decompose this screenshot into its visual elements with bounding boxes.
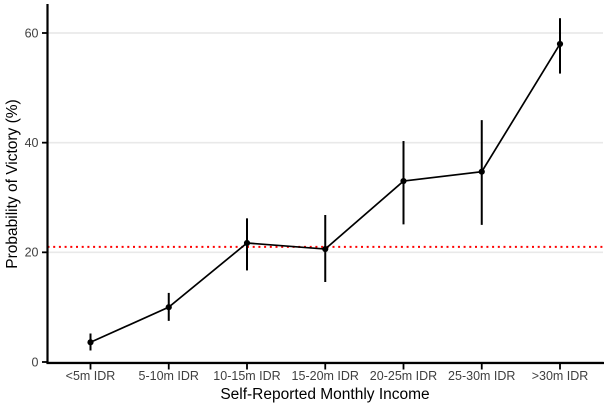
data-point — [556, 40, 564, 48]
y-axis-title: Probability of Victory (%) — [4, 99, 21, 268]
y-tick-label: 60 — [25, 26, 39, 40]
x-tick-label: >30m IDR — [532, 369, 589, 383]
x-axis-title: Self-Reported Monthly Income — [220, 386, 429, 403]
plot-area: 0 20 40 60 <5m IDR 5-10m IDR 10-15m IDR 15-20m … — [25, 4, 604, 383]
x-tick-label: <5m IDR — [66, 369, 116, 383]
data-point — [400, 177, 407, 185]
x-tick-label: 5-10m IDR — [139, 369, 199, 383]
x-tick-label: 10-15m IDR — [213, 369, 280, 383]
x-tick-label: 15-20m IDR — [292, 369, 359, 383]
data-point — [165, 304, 172, 311]
data-point — [243, 239, 251, 247]
y-tick-label: 20 — [25, 246, 39, 260]
data-point — [322, 245, 329, 253]
trend-line — [90, 43, 561, 344]
x-tick-label: 20-25m IDR — [370, 369, 437, 383]
x-tick-label: 25-30m IDR — [448, 369, 515, 383]
data-point — [87, 339, 94, 346]
y-tick-label: 40 — [25, 136, 39, 150]
y-tick-label: 0 — [32, 355, 39, 369]
data-point — [478, 168, 485, 175]
